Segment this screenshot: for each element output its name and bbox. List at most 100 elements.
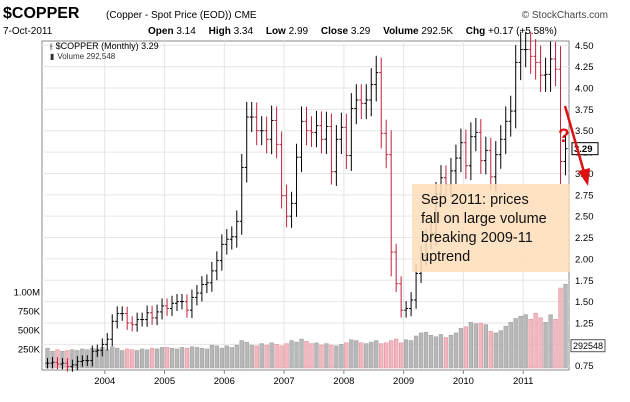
ohlc-bar	[165, 298, 170, 316]
ohlc-bar	[194, 285, 199, 306]
x-tick-label: 2011	[513, 376, 533, 387]
arrow-head-icon	[578, 168, 590, 186]
quote-date: 7-Oct-2011	[3, 26, 53, 37]
volume-bar	[398, 342, 404, 369]
ohlc-bar	[199, 276, 204, 302]
ohlc-bar	[294, 143, 299, 217]
volume-bar	[224, 345, 229, 369]
volume-bar	[324, 343, 329, 369]
ohlc-bar	[170, 295, 175, 317]
ohlc-bar	[399, 276, 404, 318]
ohlc-bar	[135, 312, 140, 332]
volume-tick-label: 250K	[18, 344, 41, 355]
ohlc-bar	[189, 289, 194, 319]
ohlc-bar	[523, 31, 528, 68]
ohlc-bar	[334, 125, 339, 186]
volume-bar	[359, 342, 364, 369]
ohlc-bar	[60, 357, 65, 370]
ohlc-bar	[160, 298, 165, 320]
volume-bar	[389, 340, 394, 369]
ohlc-bar	[324, 111, 329, 154]
ohlc-bar	[369, 68, 374, 117]
chart-header: $COPPER (Copper - Spot Price (EOD)) CME …	[0, 0, 630, 40]
ohlc-bar	[100, 338, 105, 357]
price-tick-label: 2.00	[575, 254, 594, 265]
volume-bar	[179, 347, 185, 369]
chg-label: Chg	[465, 26, 486, 37]
x-tick-label: 2005	[154, 376, 175, 387]
volume-bar	[518, 315, 523, 369]
volume-bar	[538, 317, 543, 369]
volume-bar	[130, 349, 135, 369]
ohlc-bar	[364, 84, 369, 120]
open-value: 3.14	[176, 26, 196, 37]
ohlc-bar	[528, 32, 533, 74]
volume-bar	[279, 345, 284, 369]
volume-bar	[394, 338, 399, 369]
ohlc-bar	[174, 293, 179, 312]
annotation-line-4: uptrend	[421, 249, 471, 265]
open-label: Open	[148, 26, 174, 37]
ohlc-bar	[120, 306, 125, 321]
volume-bar	[219, 347, 224, 369]
annotation-box: Sep 2011: prices fall on large volume br…	[412, 184, 570, 272]
volume-bars-icon: ▮	[50, 52, 55, 61]
high-label: High	[208, 26, 231, 37]
ohlc-bar	[264, 116, 269, 154]
ohlc-bar	[234, 210, 239, 248]
price-tick-label: 2.50	[575, 212, 594, 223]
ohlc-bar	[563, 134, 568, 176]
ohlc-bar	[284, 184, 289, 228]
volume-bar	[563, 283, 568, 369]
ohlc-bar	[458, 128, 463, 173]
volume-bar	[189, 346, 195, 369]
last-volume-label: 292548	[573, 341, 603, 351]
price-tick-label: 3.50	[575, 126, 594, 137]
ohlc-bar	[409, 292, 414, 317]
volume-bar	[463, 326, 469, 369]
volume-bar	[199, 347, 205, 369]
trend-arrow-line	[563, 105, 586, 173]
ohlc-bar	[304, 106, 309, 146]
ohlc-bar	[254, 102, 259, 146]
question-mark: ?	[558, 126, 570, 147]
ohlc-bar	[478, 119, 483, 174]
ohlc-bar	[95, 344, 100, 357]
ohlc-bar	[538, 45, 543, 92]
ohlc-bar	[354, 84, 359, 125]
volume-bar	[438, 334, 444, 369]
axis-labels: 4.504.254.003.753.503.253.002.752.502.25…	[14, 41, 606, 387]
ohlc-bar	[50, 357, 55, 369]
price-tick-label: 3.75	[575, 105, 594, 116]
volume-bar	[304, 341, 309, 369]
ohlc-bar	[289, 191, 294, 228]
volume-bar	[458, 328, 464, 369]
volume-bar	[135, 350, 140, 369]
volume-bar	[344, 342, 349, 369]
x-tick-label: 2010	[453, 376, 474, 387]
volume-bar	[523, 314, 528, 369]
volume-bar	[548, 314, 553, 369]
ohlc-bar	[274, 106, 279, 159]
ohlc-bar	[259, 116, 264, 146]
volume-bar	[478, 322, 483, 369]
ohlc-bar	[404, 301, 409, 318]
ohlc-bar	[179, 293, 184, 310]
ohlc-bar	[130, 316, 135, 332]
ohlc-bar	[299, 106, 304, 173]
volume-bar	[493, 332, 498, 369]
ohlc-bar	[209, 261, 214, 292]
volume-bar	[194, 347, 200, 369]
ohlc-bar	[349, 93, 354, 171]
volume-bar	[468, 322, 474, 369]
volume-value: 292.5K	[421, 26, 454, 37]
volume-bar	[264, 344, 269, 369]
ohlc-bar	[473, 117, 478, 152]
annotation-line-1: Sep 2011: prices	[421, 192, 529, 208]
volume-bar	[498, 330, 503, 369]
volume-bar	[110, 346, 115, 369]
brand-label[interactable]: © StockCharts.com	[521, 10, 608, 21]
volume-bar	[164, 347, 170, 369]
ohlc-bar	[548, 41, 553, 92]
